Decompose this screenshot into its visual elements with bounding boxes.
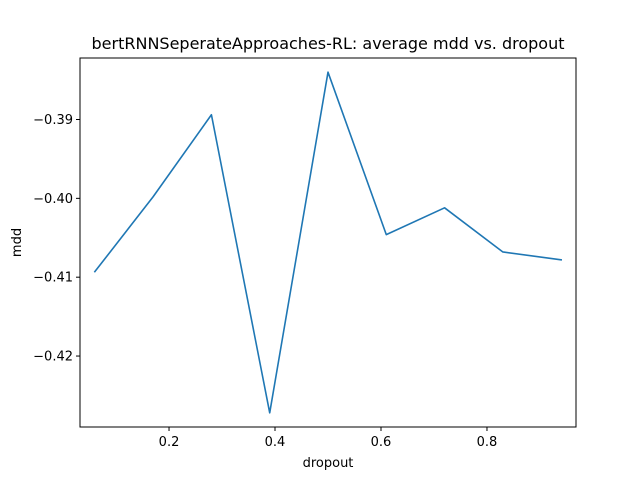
- x-tick-label: 0.4: [265, 435, 286, 450]
- y-tick-label: −0.42: [33, 350, 73, 365]
- y-tick-label: −0.39: [33, 113, 73, 128]
- x-axis: 0.2 0.4 0.6 0.8: [159, 427, 498, 450]
- chart-title: bertRNNSeperateApproaches-RL: average md…: [92, 34, 565, 53]
- x-tick-label: 0.2: [159, 435, 180, 450]
- y-tick-label: −0.41: [33, 271, 73, 286]
- x-axis-label: dropout: [303, 456, 354, 471]
- series-line: [93, 71, 563, 414]
- x-tick-label: 0.6: [371, 435, 392, 450]
- y-axis: −0.42 −0.41 −0.40 −0.39: [33, 113, 80, 365]
- x-tick-label: 0.8: [477, 435, 498, 450]
- series-layer: [93, 71, 563, 414]
- y-tick-label: −0.40: [33, 192, 73, 207]
- y-axis-label: mdd: [10, 228, 25, 257]
- plot-area: [79, 57, 577, 428]
